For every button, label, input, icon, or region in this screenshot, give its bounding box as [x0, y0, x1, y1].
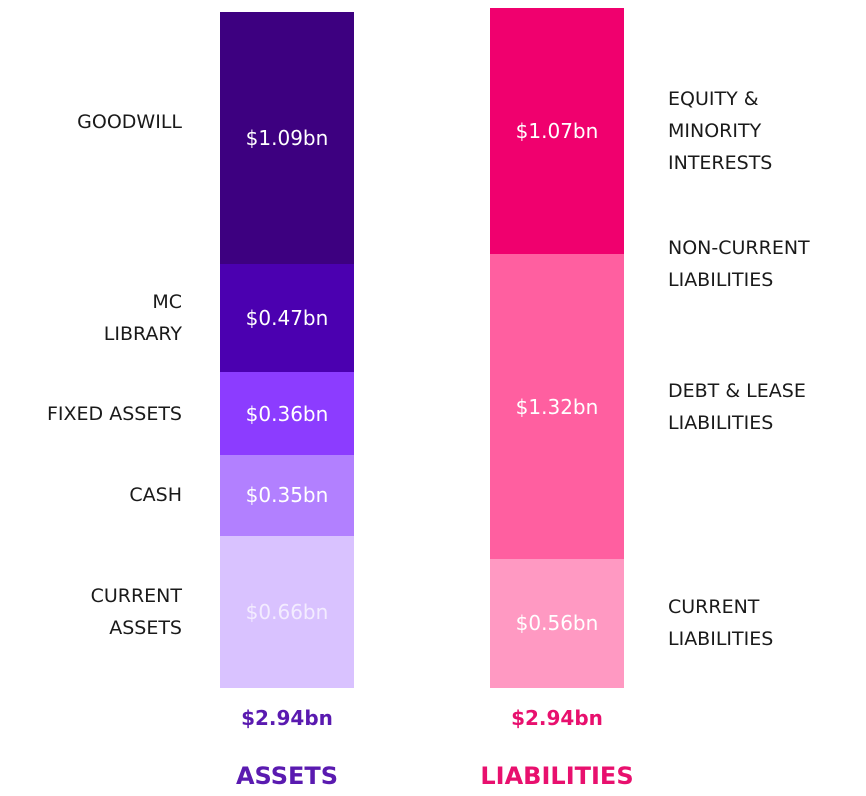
column-title: ASSETS: [235, 762, 339, 790]
category-label: CURRENT ASSETS: [90, 584, 182, 639]
bar-segment: [490, 254, 624, 559]
value-label: $0.47bn: [245, 305, 329, 330]
bar-segment: [490, 7, 624, 255]
value-label: $1.09bn: [245, 125, 329, 150]
bar-segment: [220, 372, 354, 456]
category-label: MC LIBRARY: [103, 290, 182, 345]
category-label: GOODWILL: [77, 110, 182, 133]
value-label: $0.35bn: [245, 483, 329, 508]
category-label: CURRENT LIABILITIES: [668, 596, 774, 651]
value-label: $0.66bn: [245, 599, 329, 624]
category-label: FIXED ASSETS: [46, 402, 182, 425]
annotation: NON-CURRENT LIABILITIES: [668, 237, 810, 292]
total-label: $2.94bn: [511, 706, 603, 730]
column-title: LIABILITIES: [480, 762, 634, 790]
bar-segment: [490, 558, 624, 688]
bar-segment: [220, 12, 354, 264]
value-label: $1.07bn: [515, 119, 599, 144]
bar-segment: [220, 535, 354, 688]
value-label: $1.32bn: [515, 394, 599, 419]
bar-segment: [220, 455, 354, 536]
category-label: DEBT & LEASE LIABILITIES: [668, 379, 806, 434]
total-label: $2.94bn: [241, 706, 333, 730]
value-label: $0.36bn: [245, 401, 329, 426]
category-label: CASH: [129, 484, 182, 507]
value-label: $0.56bn: [515, 611, 599, 636]
bar-segment: [220, 263, 354, 373]
category-label: EQUITY & MINORITY INTERESTS: [668, 88, 773, 175]
